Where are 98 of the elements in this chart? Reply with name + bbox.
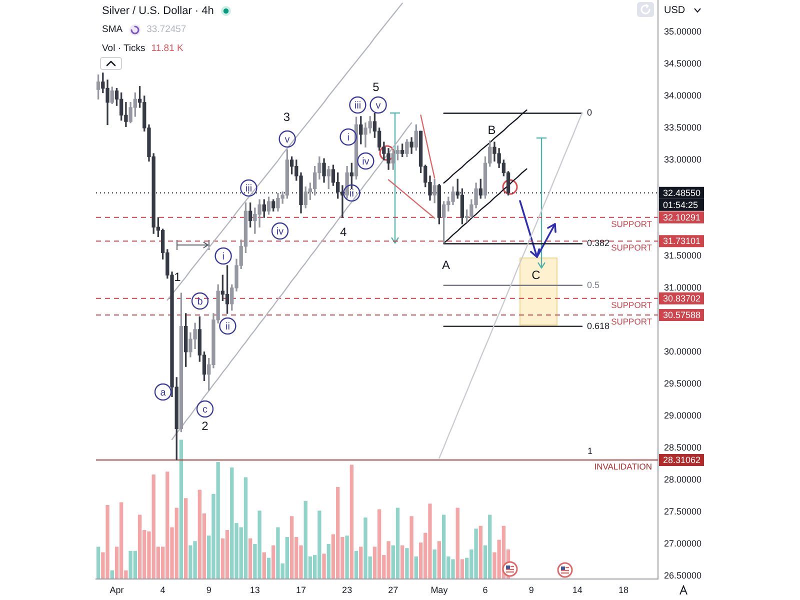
bar — [138, 514, 142, 579]
x-tick-label: 18 — [618, 584, 628, 595]
y-tick-label: 34.00000 — [664, 90, 702, 100]
y-tick-label: 28.50000 — [664, 442, 702, 452]
series-label: 0.5 — [586, 280, 600, 290]
y-tick-label: 33.50000 — [664, 122, 702, 132]
bar — [184, 498, 188, 579]
bar — [414, 556, 418, 579]
ref-line-label: INVALIDATION — [594, 462, 652, 472]
series-label: 0.382 — [586, 238, 610, 248]
annotation: v — [284, 134, 290, 146]
bar — [225, 530, 230, 579]
text: 30.57588 — [663, 310, 701, 320]
annotation: 1 — [174, 270, 182, 284]
bar — [437, 541, 442, 579]
y-tick-label: 29.00000 — [664, 410, 702, 420]
x-tick-label: 9 — [206, 584, 212, 595]
annotation: 33.72457 — [146, 24, 186, 35]
series-label: 0.618 — [586, 320, 610, 331]
bar — [326, 544, 330, 579]
bar — [266, 558, 271, 579]
y-tick-label: 33.00000 — [664, 154, 702, 164]
ref-line-label: SUPPORT — [611, 300, 652, 310]
bar — [345, 536, 349, 579]
annotation: B — [488, 122, 496, 137]
x-tick-label: 9 — [528, 584, 534, 595]
y-tick-label: 27.50000 — [664, 506, 702, 516]
y-tick-label: 28.00000 — [664, 474, 702, 484]
text: 32.48550 — [663, 188, 701, 198]
x-tick-label: 27 — [388, 584, 398, 595]
series-label: 0 — [586, 108, 592, 118]
annotation: ii — [225, 321, 230, 332]
annotation: c — [202, 404, 208, 416]
bar — [405, 548, 409, 579]
annotation: 3 — [283, 110, 290, 124]
bar — [396, 508, 400, 579]
y-axis-title: USD — [664, 5, 686, 16]
text: 28.31062 — [663, 454, 701, 465]
x-tick-label: 23 — [342, 584, 352, 595]
ref-line-label: SUPPORT — [611, 316, 652, 327]
x-tick-label: 14 — [572, 584, 582, 595]
bar — [354, 550, 358, 579]
x-tick-label: 17 — [296, 584, 306, 595]
bar — [410, 516, 414, 579]
bar — [400, 545, 404, 579]
annotation: iii — [354, 100, 362, 112]
bar — [322, 554, 326, 579]
text: 30.83702 — [663, 293, 701, 304]
annotation: 4 — [340, 224, 347, 239]
bar — [350, 464, 354, 579]
bar — [244, 477, 248, 579]
x-tick-label: 13 — [250, 584, 260, 595]
bar — [432, 549, 436, 579]
bar — [272, 545, 276, 579]
ref-line-label: SUPPORT — [611, 242, 652, 253]
annotation: v — [376, 100, 381, 112]
annotation: 5 — [372, 80, 380, 94]
bar — [442, 514, 446, 579]
bar — [478, 526, 482, 579]
text: 32.10291 — [663, 212, 701, 222]
text: 31.73101 — [663, 236, 701, 246]
annotation: iii — [245, 183, 252, 194]
annotation: 11.81 K — [151, 43, 184, 54]
bar — [359, 546, 363, 579]
annotation: b — [197, 296, 204, 308]
x-tick-label: May — [430, 584, 448, 595]
bar — [377, 509, 382, 579]
y-tick-label: 31.00000 — [664, 282, 702, 292]
annotation: 1 — [587, 446, 593, 456]
y-tick-label: 35.00000 — [664, 26, 702, 36]
annotation: ii — [349, 188, 354, 200]
y-tick-label: 26.50000 — [664, 570, 702, 580]
y-tick-label: 30.00000 — [664, 346, 702, 356]
bar — [248, 538, 252, 579]
y-tick-label: 31.50000 — [664, 250, 702, 260]
annotation: SMA — [102, 24, 123, 35]
annotation: a — [160, 387, 166, 398]
y-tick-label: 27.00000 — [664, 538, 702, 548]
x-tick-label: 4 — [160, 584, 166, 595]
annotation: iv — [276, 226, 284, 238]
x-tick-label: 6 — [482, 584, 488, 595]
annotation: 2 — [202, 418, 209, 433]
bar — [179, 440, 184, 579]
annotation: iv — [362, 156, 370, 168]
annotation: i — [222, 251, 224, 262]
bar — [96, 546, 100, 579]
bar — [262, 552, 266, 579]
annotation: C — [532, 268, 541, 282]
annotation: A — [442, 258, 450, 272]
y-tick-label: 34.50000 — [664, 58, 702, 68]
text: 01:54:25 — [663, 200, 698, 210]
chart-title: Silver / U.S. Dollar · 4h — [102, 4, 214, 16]
bar — [290, 516, 294, 579]
ref-line-label: SUPPORT — [611, 218, 652, 229]
y-tick-label: 29.50000 — [664, 378, 702, 388]
annotation: i — [347, 132, 350, 144]
x-tick-label: Apr — [110, 584, 124, 595]
chart-title: Vol · Ticks — [102, 43, 146, 54]
